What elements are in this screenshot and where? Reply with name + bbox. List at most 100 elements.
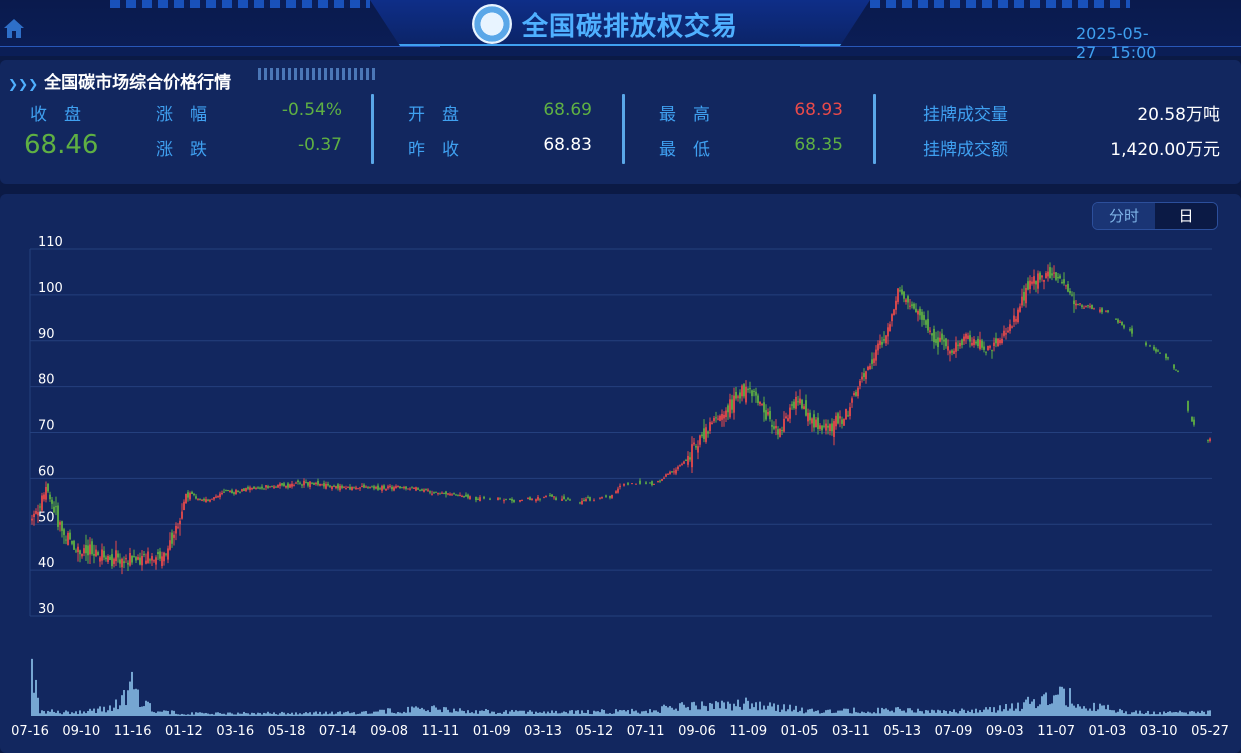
volume-bar	[137, 689, 139, 716]
candle-body	[267, 486, 269, 489]
volume-bar	[869, 712, 871, 716]
candle-body	[153, 560, 155, 562]
candle-body	[371, 486, 373, 488]
candle-body	[569, 499, 571, 501]
tab-minute[interactable]: 分时	[1093, 203, 1155, 229]
volume-bar	[851, 713, 853, 716]
candle-body	[869, 365, 871, 370]
volume-bar	[727, 701, 729, 716]
candle-body	[843, 419, 845, 426]
volume-bar	[53, 711, 55, 716]
candle-body	[631, 483, 633, 485]
volume-bar	[217, 712, 219, 716]
candle-body	[281, 483, 283, 486]
candle-body	[513, 499, 515, 503]
volume-bar	[743, 703, 745, 716]
candle-body	[793, 401, 795, 409]
volume-bar	[997, 710, 999, 716]
volume-bar	[661, 706, 663, 716]
volume-bar	[301, 714, 303, 716]
volume-bar	[265, 713, 267, 716]
volume-bar	[551, 710, 553, 716]
candle-body	[551, 494, 553, 497]
volume-bar	[99, 706, 101, 716]
candle-body	[63, 529, 65, 535]
candle-body	[479, 497, 481, 502]
volume-bar	[323, 713, 325, 716]
quote-panel: ❯❯❯ 全国碳市场综合价格行情 收 盘 68.46 涨 幅 -0.54% 涨 跌 …	[0, 60, 1241, 184]
volume-bar	[501, 713, 503, 716]
volume-bar	[671, 707, 673, 716]
candle-body	[743, 384, 745, 397]
volume-bar	[143, 706, 145, 716]
candle-body	[175, 525, 177, 534]
volume-bar	[173, 710, 175, 716]
volume-bar	[675, 708, 677, 716]
candle-body	[167, 548, 169, 560]
volume-bar	[515, 710, 517, 716]
candle-body	[1177, 371, 1179, 373]
volume-bar	[755, 702, 757, 716]
volume-bar	[1199, 713, 1201, 716]
volume-bar	[853, 707, 855, 716]
candle-body	[823, 425, 825, 427]
volume-bar	[441, 712, 443, 716]
volume-bar	[989, 707, 991, 716]
volume-bar	[491, 711, 493, 716]
candle-body	[1101, 308, 1103, 313]
candle-body	[1043, 279, 1045, 282]
candle-body	[765, 410, 767, 420]
candle-body	[1015, 319, 1017, 322]
volume-bar	[731, 710, 733, 716]
volume-bar	[395, 713, 397, 716]
candle-body	[1105, 310, 1107, 312]
home-icon[interactable]	[2, 16, 26, 40]
volume-bar	[981, 712, 983, 716]
volume-bar	[315, 711, 317, 716]
candle-body	[195, 496, 197, 499]
volume-bar	[1009, 708, 1011, 716]
volume-bar	[297, 714, 299, 716]
header-decoration-right	[870, 0, 1130, 8]
candle-body	[459, 494, 461, 496]
candle-body	[917, 311, 919, 315]
volume-bar	[719, 708, 721, 716]
volume-bar	[1061, 686, 1063, 716]
tab-day[interactable]: 日	[1155, 203, 1217, 229]
candle-body	[753, 390, 755, 392]
volume-bar	[437, 709, 439, 716]
volume-bar	[421, 707, 423, 716]
volume-bar	[363, 711, 365, 716]
volume-bar	[961, 708, 963, 716]
candle-body	[537, 496, 539, 500]
volume-bar	[257, 712, 259, 716]
candle-body	[1051, 273, 1053, 276]
candle-body	[291, 483, 293, 487]
volume-bar	[431, 706, 433, 716]
candle-body	[251, 487, 253, 490]
volume-bar	[423, 709, 425, 716]
candle-body	[461, 495, 463, 497]
candle-body	[805, 400, 807, 416]
candle-body	[865, 371, 867, 380]
volume-bar	[921, 711, 923, 716]
period-toggle[interactable]: 分时 日	[1092, 202, 1218, 230]
low-value: 68.35	[794, 135, 843, 155]
candle-body	[465, 494, 467, 497]
volume-bar	[541, 712, 543, 716]
volume-bar	[155, 712, 157, 716]
volume-bar	[449, 712, 451, 716]
volume-bar	[71, 712, 73, 716]
chart-grid	[29, 248, 1212, 617]
candle-body	[891, 314, 893, 322]
candle-body	[889, 324, 891, 332]
volume-bar	[631, 708, 633, 716]
volume-bar	[583, 712, 585, 716]
volume-bar	[415, 706, 417, 716]
candle-body	[529, 497, 531, 501]
candle-body	[1003, 330, 1005, 336]
volume-bar	[977, 712, 979, 716]
volume-bar	[305, 712, 307, 716]
volume-bar	[157, 711, 159, 716]
